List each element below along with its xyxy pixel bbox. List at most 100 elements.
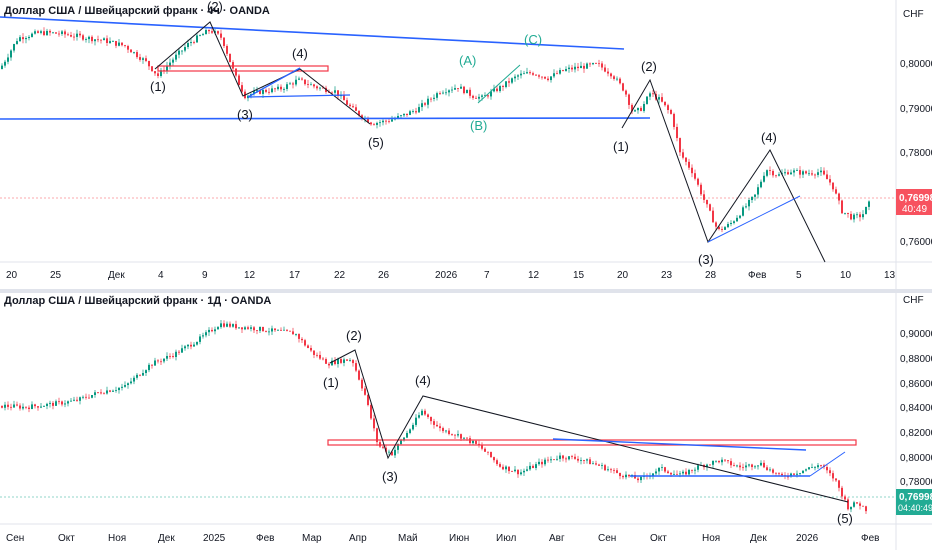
top-resistance-trendline [0, 16, 625, 50]
top-x-tick: 13 [884, 270, 896, 281]
candle-body [274, 88, 276, 90]
candle-body [73, 399, 75, 401]
candle-body [598, 464, 600, 466]
candle-body [850, 213, 852, 220]
candle-body [613, 469, 615, 471]
candle-body [730, 222, 732, 224]
candle-body [469, 89, 471, 96]
candle-body [712, 460, 714, 465]
candle-body [508, 466, 510, 472]
candle-body [178, 351, 180, 353]
candle-body [769, 469, 771, 471]
wave-label: (2) [641, 59, 657, 74]
candle-body [40, 406, 42, 408]
candle-body [823, 170, 825, 175]
candle-body [292, 83, 294, 85]
candle-body [694, 173, 696, 179]
candle-body [751, 464, 753, 468]
candle-body [481, 445, 483, 449]
candle-body [112, 390, 114, 392]
candle-body [694, 469, 696, 471]
candle-body [646, 96, 648, 104]
top-y-tick: 0,76000 [900, 237, 932, 248]
candle-body [79, 397, 81, 401]
candle-body [199, 336, 201, 342]
top-x-tick: Фев [748, 270, 766, 281]
candle-body [532, 465, 534, 468]
candle-body [142, 373, 144, 376]
candle-body [604, 465, 606, 471]
wave-label-teal: (C) [524, 32, 542, 47]
top-current-price: 0,76998 [899, 193, 932, 204]
candle-body [157, 73, 159, 76]
candle-body [796, 170, 798, 171]
candle-body [19, 37, 21, 42]
candle-body [544, 459, 546, 465]
candle-body [664, 467, 666, 472]
candle-body [532, 73, 534, 75]
candle-body [697, 178, 699, 185]
candle-body [580, 460, 582, 461]
candle-body [184, 346, 186, 349]
candle-body [667, 471, 669, 473]
candle-body [46, 403, 48, 407]
candle-body [415, 111, 417, 113]
candle-body [184, 47, 186, 51]
candle-body [43, 406, 45, 407]
bottom-x-tick: Дек [158, 533, 175, 544]
candle-body [754, 466, 756, 468]
candle-body [706, 199, 708, 205]
candle-body [718, 460, 720, 463]
candle-body [331, 360, 333, 366]
wave-label: (1) [613, 139, 629, 154]
candle-body [238, 75, 240, 86]
candle-body [331, 92, 333, 94]
candle-body [652, 473, 654, 476]
candle-body [820, 465, 822, 467]
candle-body [85, 39, 87, 40]
candle-body [367, 394, 369, 406]
candle-body [139, 374, 141, 376]
candle-body [421, 410, 423, 416]
wave-label: (2) [346, 328, 362, 343]
candle-body [484, 95, 486, 97]
candle-body [289, 330, 291, 332]
candle-body [595, 463, 597, 465]
candle-body [571, 456, 573, 458]
bottom-current-price: 0,76998 [899, 492, 932, 503]
top-x-axis: 20 25 Дек 4 9 12 17 22 26 2026 7 12 15 2… [6, 270, 896, 281]
bottom-wave-path [329, 349, 849, 503]
candle-body [535, 74, 537, 76]
candle-body [226, 323, 228, 327]
candle-body [397, 444, 399, 450]
candle-body [721, 229, 723, 230]
candle-body [772, 170, 774, 176]
candle-body [814, 467, 816, 469]
candle-body [280, 86, 282, 90]
candle-body [463, 437, 465, 439]
candle-body [553, 459, 555, 461]
bottom-range-upper [552, 438, 807, 451]
candle-body [172, 59, 174, 63]
candle-body [658, 467, 660, 472]
candle-body [583, 65, 585, 69]
bottom-x-tick: Дек [750, 533, 767, 544]
bottom-x-tick: Окт [650, 533, 667, 544]
wave-label-teal: (B) [470, 118, 487, 133]
candle-body [844, 496, 846, 500]
candle-body [664, 101, 666, 106]
candle-body [457, 434, 459, 436]
candle-body [526, 469, 528, 471]
candle-body [544, 76, 546, 79]
candle-body [70, 35, 72, 37]
top-x-tick: 9 [202, 270, 208, 281]
candle-body [301, 78, 303, 80]
candle-body [22, 37, 24, 40]
candle-body [1, 405, 3, 408]
candle-body [370, 405, 372, 419]
candle-body [856, 214, 858, 216]
bottom-x-tick: Июл [496, 533, 516, 544]
candle-body [220, 323, 222, 328]
